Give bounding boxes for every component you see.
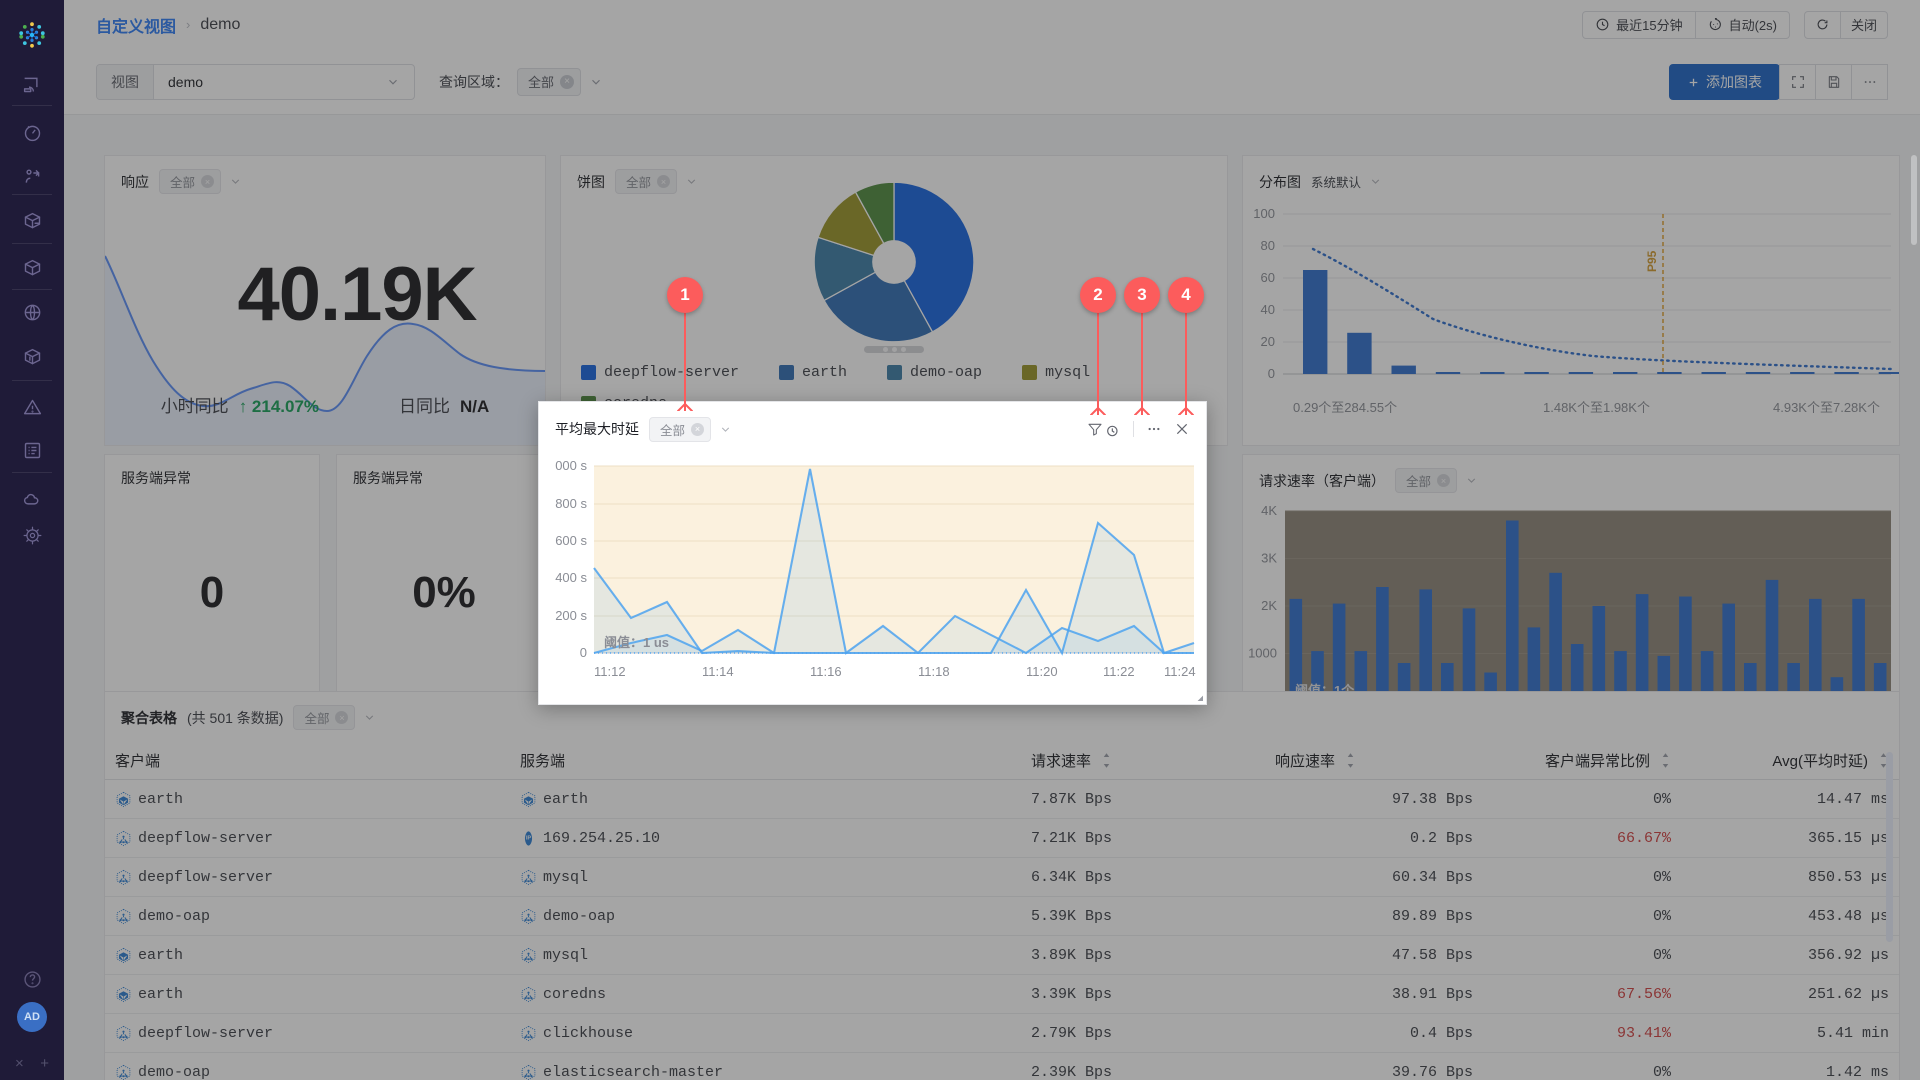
svg-text:400 s: 400 s (555, 570, 587, 585)
svg-text:200 s: 200 s (555, 608, 587, 623)
svg-text:800 s: 800 s (555, 496, 587, 511)
svg-text:阈值：1 us: 阈值：1 us (604, 635, 669, 650)
svg-text:600 s: 600 s (555, 533, 587, 548)
svg-text:11:14: 11:14 (702, 664, 734, 679)
svg-text:11:24: 11:24 (1164, 664, 1196, 679)
svg-text:0: 0 (580, 645, 587, 660)
svg-text:11:20: 11:20 (1026, 664, 1058, 679)
svg-text:11:16: 11:16 (810, 664, 842, 679)
svg-text:000 s: 000 s (555, 458, 587, 473)
svg-text:11:18: 11:18 (918, 664, 950, 679)
svg-text:11:12: 11:12 (594, 664, 626, 679)
svg-text:11:22: 11:22 (1103, 664, 1135, 679)
